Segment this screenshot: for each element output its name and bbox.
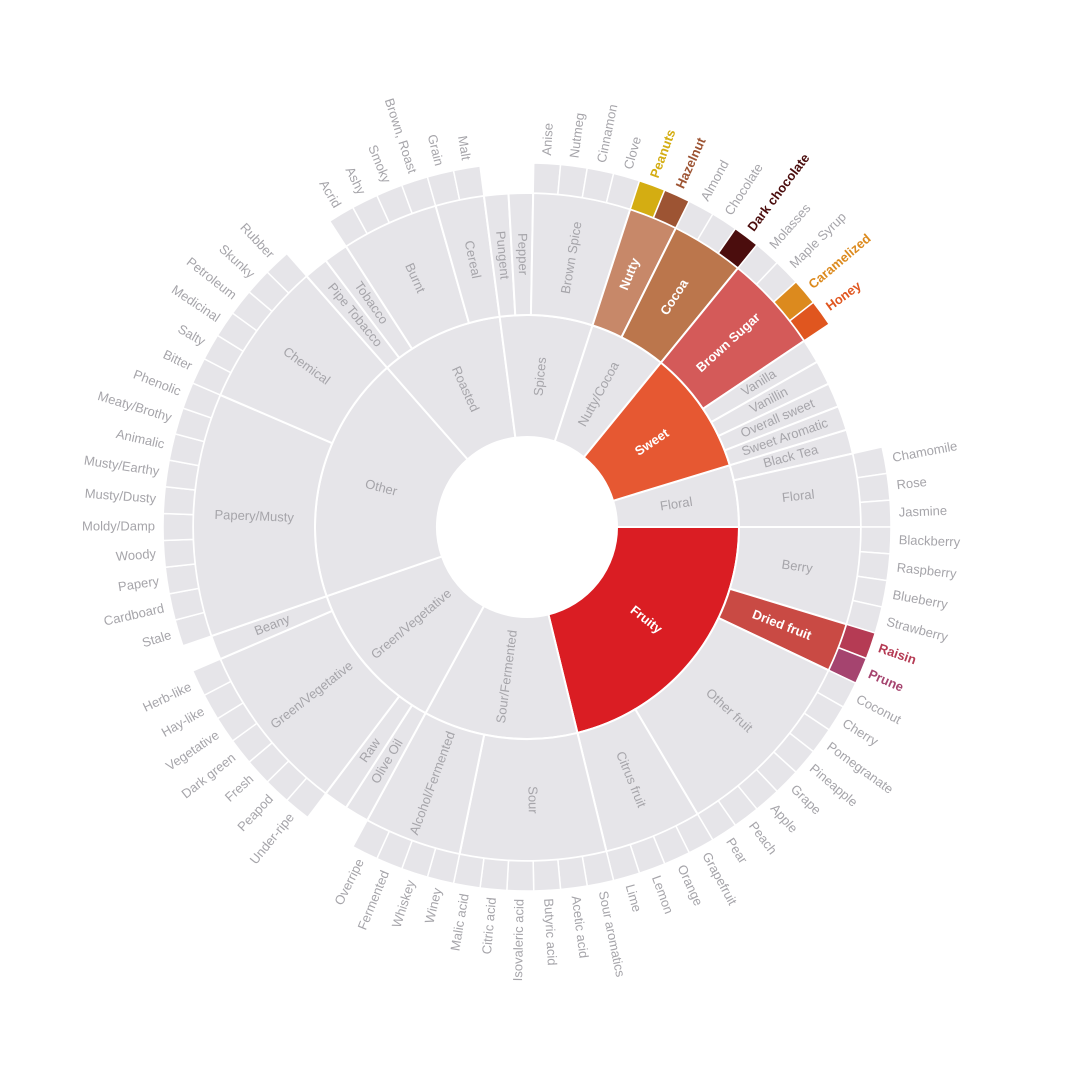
segment-malt[interactable]	[452, 165, 485, 201]
label-musty-dusty: Musty/Dusty	[84, 486, 157, 506]
segment-anise[interactable]	[532, 162, 562, 196]
label-meaty-brothy: Meaty/Brothy	[96, 388, 174, 425]
label-malic-acid: Malic acid	[447, 892, 471, 951]
label-herb-like: Herb-like	[140, 679, 193, 715]
label-berry: Berry	[781, 556, 814, 575]
label-skunky: Skunky	[216, 241, 258, 281]
segment-moldy-damp[interactable]	[162, 512, 195, 542]
label-malt: Malt	[455, 134, 474, 161]
label-hay-like: Hay-like	[159, 704, 207, 740]
label-rose: Rose	[896, 474, 928, 492]
label-spices: Spices	[531, 356, 550, 397]
label-peanuts: Peanuts	[647, 127, 678, 180]
label-overripe: Overripe	[331, 856, 367, 907]
segment-acetic-acid[interactable]	[557, 855, 589, 891]
label-smoky: Smoky	[365, 143, 394, 186]
label-raspberry: Raspberry	[896, 560, 958, 582]
label-fermented: Fermented	[355, 868, 393, 932]
label-bitter: Bitter	[161, 347, 195, 374]
label-chamomile: Chamomile	[891, 438, 958, 465]
label-floral: Floral	[781, 486, 815, 505]
label-grain: Grain	[425, 133, 447, 167]
label-papery: Papery	[117, 573, 160, 594]
segment-blackberry[interactable]	[859, 526, 892, 555]
segment-butyric-acid[interactable]	[532, 858, 562, 892]
label-sour-aromatics: Sour aromatics	[596, 890, 628, 979]
label-pear: Pear	[723, 835, 751, 867]
label-winey: Winey	[422, 886, 445, 925]
segment-jasmine[interactable]	[859, 499, 892, 528]
label-isovaleric-acid: Isovaleric acid	[510, 899, 527, 982]
label-moldy-damp: Moldy/Damp	[82, 518, 155, 533]
label-almond: Almond	[697, 158, 731, 204]
label-lime: Lime	[623, 882, 645, 913]
label-rubber: Rubber	[237, 220, 278, 262]
label-ashy: Ashy	[343, 164, 370, 197]
label-cherry: Cherry	[840, 716, 881, 750]
label-stale: Stale	[140, 627, 173, 650]
label-orange: Orange	[675, 862, 707, 908]
label-sour: Sour	[525, 786, 541, 814]
label-blackberry: Blackberry	[899, 532, 961, 549]
label-apple: Apple	[768, 801, 801, 836]
label-salty: Salty	[175, 321, 208, 349]
label-fresh: Fresh	[222, 771, 257, 804]
segment-papery[interactable]	[164, 563, 200, 595]
label-coconut: Coconut	[854, 691, 904, 727]
label-woody: Woody	[115, 546, 157, 564]
label-acetic-acid: Acetic acid	[569, 895, 592, 959]
label-phenolic: Phenolic	[131, 367, 183, 399]
segment-citric-acid[interactable]	[479, 857, 510, 892]
segment-musty-dusty[interactable]	[162, 485, 196, 516]
label-papery-musty: Papery/Musty	[214, 507, 294, 525]
label-hazelnut: Hazelnut	[673, 135, 709, 191]
label-citric-acid: Citric acid	[479, 897, 499, 955]
label-musty-earthy: Musty/Earthy	[83, 453, 161, 479]
label-nutmeg: Nutmeg	[566, 112, 587, 159]
label-butyric-acid: Butyric acid	[541, 898, 560, 966]
label-peach: Peach	[746, 819, 780, 857]
label-grape: Grape	[788, 781, 824, 817]
label-anise: Anise	[539, 123, 556, 156]
label-clove: Clove	[621, 135, 645, 171]
label-honey: Honey	[823, 278, 865, 314]
segment-rose[interactable]	[856, 472, 891, 504]
segment-isovaleric-acid[interactable]	[506, 859, 535, 892]
label-pepper: Pepper	[515, 233, 531, 276]
segment-chamomile[interactable]	[851, 446, 888, 479]
label-strawberry: Strawberry	[885, 614, 950, 645]
label-floral: Floral	[659, 494, 693, 514]
label-lemon: Lemon	[649, 873, 677, 915]
label-pungent: Pungent	[493, 230, 512, 280]
label-blueberry: Blueberry	[891, 587, 949, 612]
label-raisin: Raisin	[877, 640, 919, 667]
label-animalic: Animalic	[115, 426, 167, 452]
label-cardboard: Cardboard	[102, 600, 165, 628]
label-cinnamon: Cinnamon	[594, 103, 621, 164]
label-whiskey: Whiskey	[389, 878, 419, 930]
label-jasmine: Jasmine	[898, 503, 947, 520]
segment-woody[interactable]	[162, 538, 196, 569]
label-prune: Prune	[866, 666, 906, 694]
label-acrid: Acrid	[316, 177, 344, 210]
segment-sweet-aromatic[interactable]	[723, 405, 848, 467]
